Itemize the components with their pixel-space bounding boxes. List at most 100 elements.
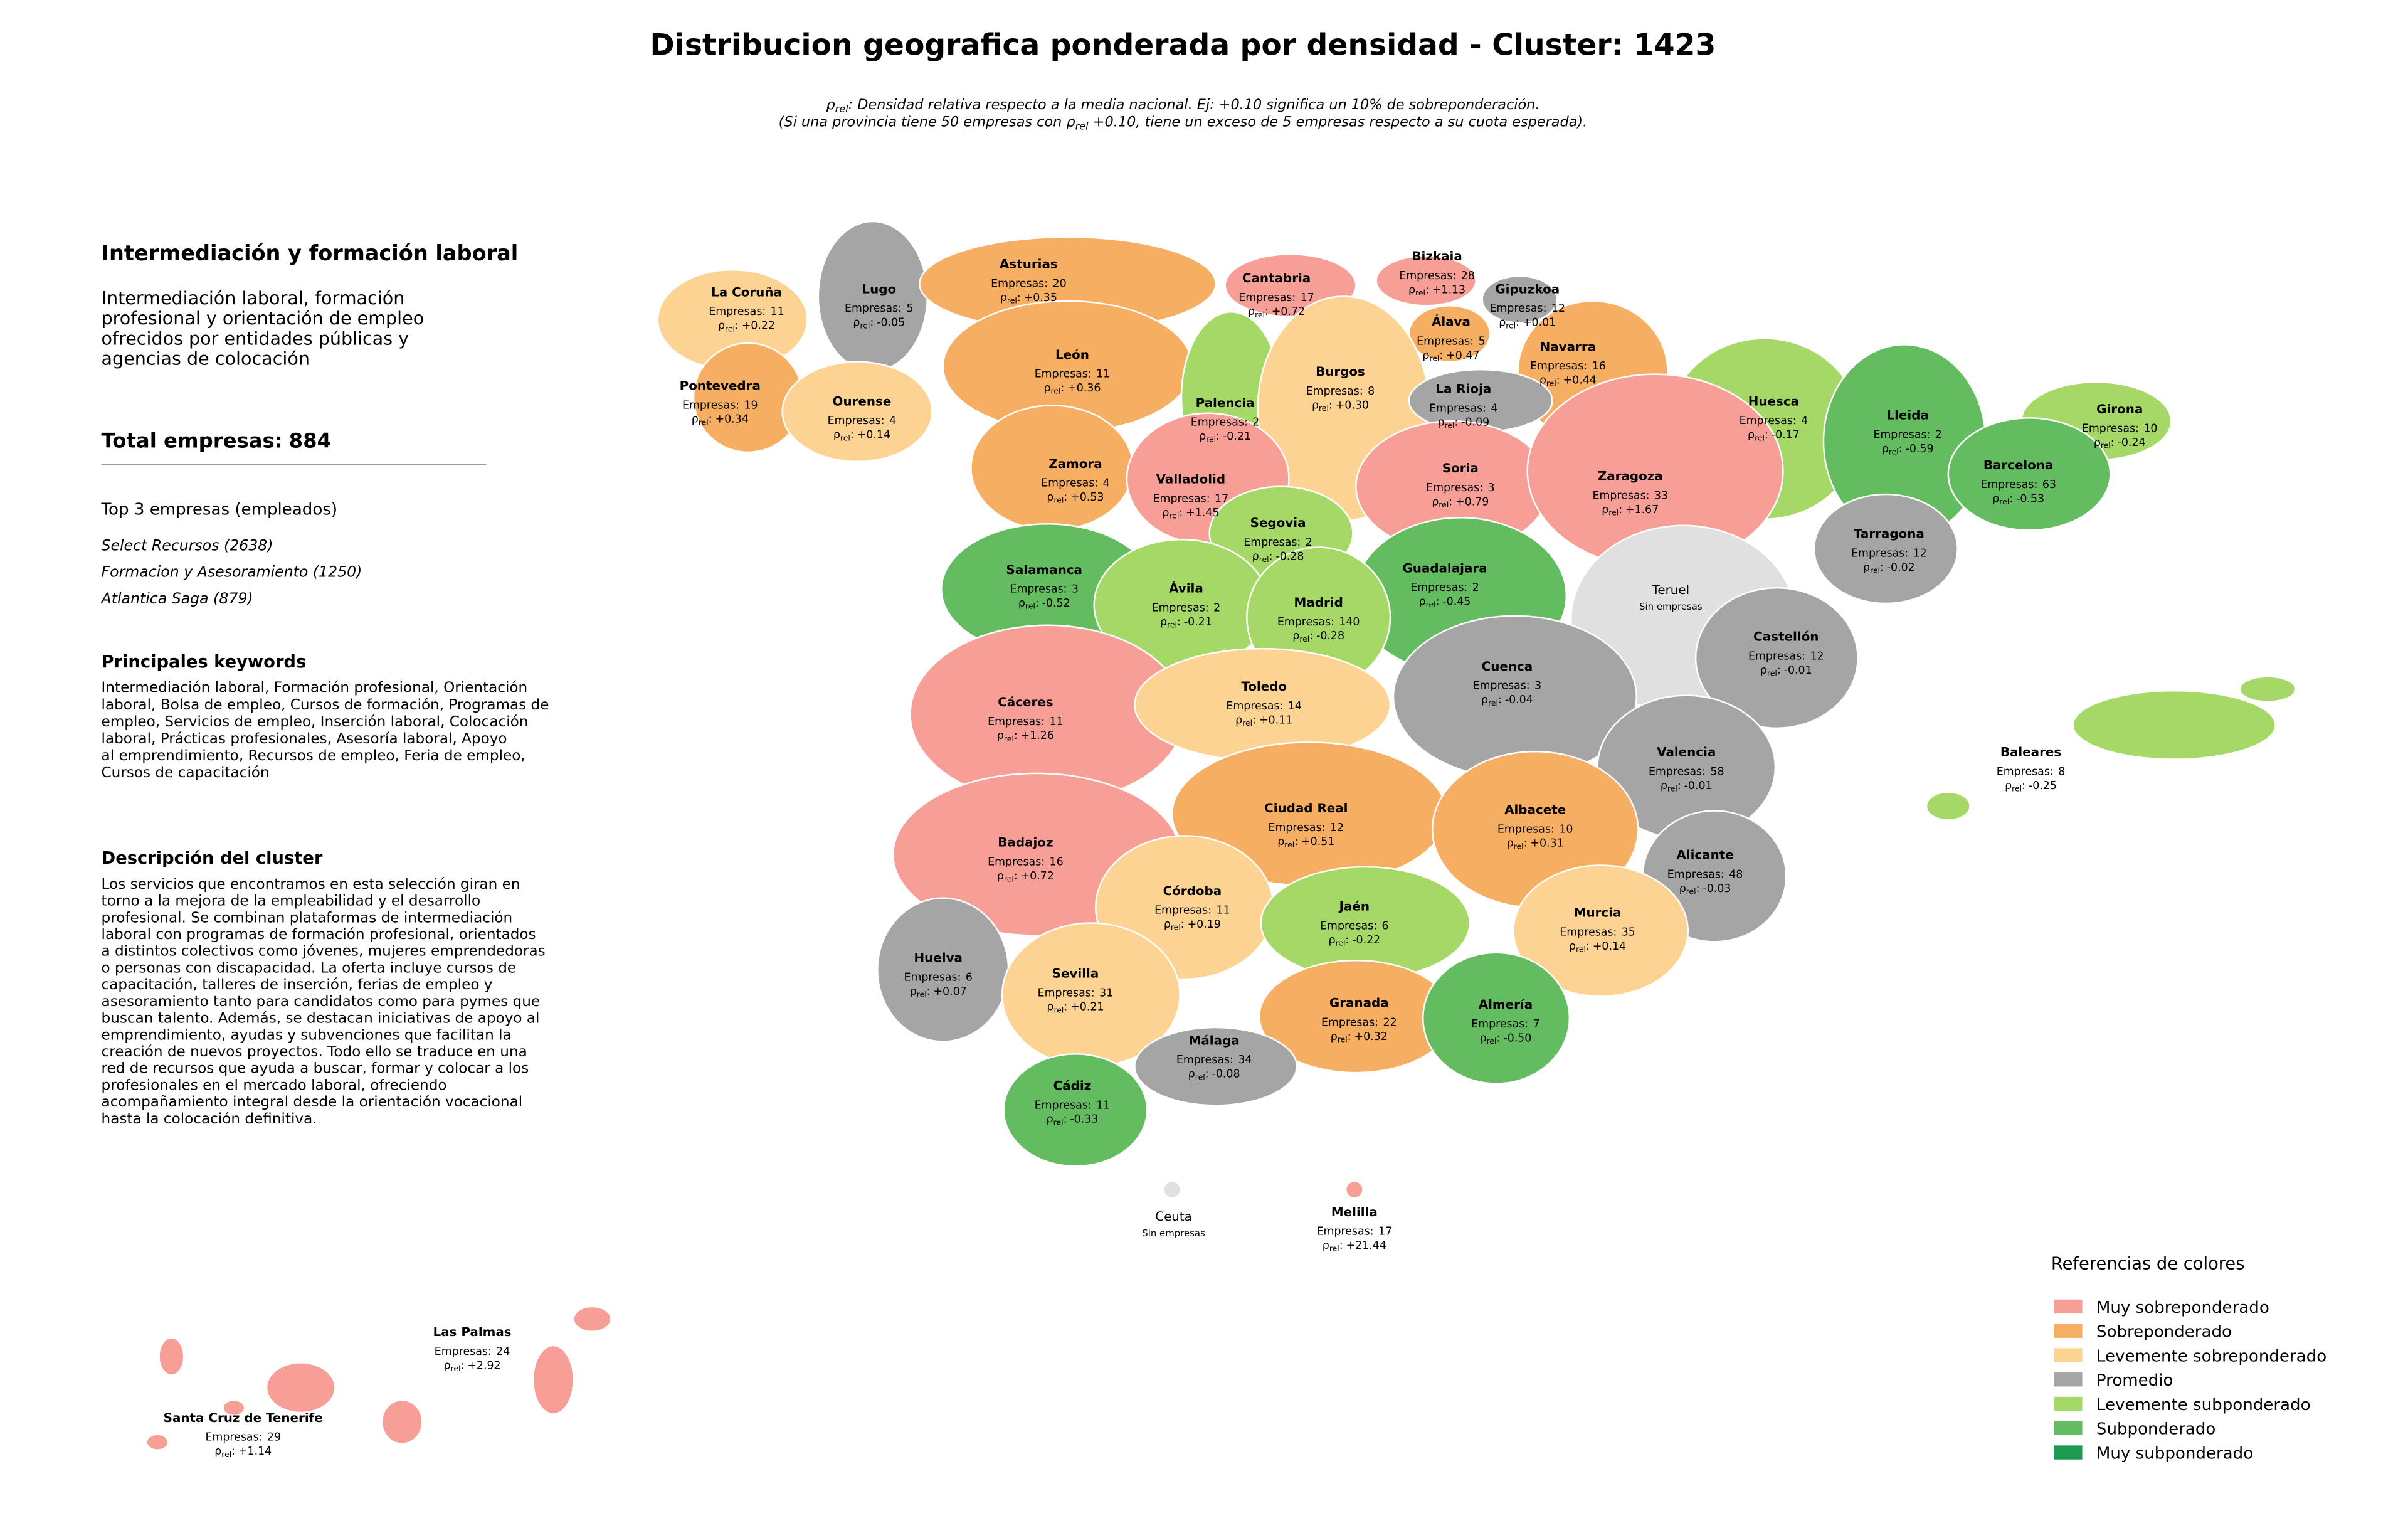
keywords-line: Cursos de capacitación bbox=[102, 765, 270, 781]
empresas-prefix: Empresas: bbox=[904, 971, 961, 984]
province-shape bbox=[1163, 1180, 1181, 1199]
rho-value: +0.72 bbox=[1272, 305, 1305, 318]
rho-symbol: ρ bbox=[1277, 836, 1284, 848]
empresas-label: Empresas: 11 bbox=[709, 305, 784, 318]
rho-symbol: ρ bbox=[1331, 1031, 1338, 1043]
rho-symbol: ρ bbox=[1437, 416, 1444, 429]
province-shape bbox=[1003, 1053, 1148, 1167]
cluster-summary: agencias de colocación bbox=[102, 348, 310, 369]
empresas-value: 12 bbox=[1551, 302, 1565, 315]
empresas-prefix: Empresas: bbox=[1873, 429, 1930, 442]
empresas-label: Empresas: 48 bbox=[1667, 868, 1743, 881]
rho-symbol: ρ bbox=[1539, 374, 1546, 387]
province-shape bbox=[1134, 1026, 1298, 1106]
empresas-value: 11 bbox=[1050, 716, 1064, 728]
rho-sep: : bbox=[1449, 496, 1452, 508]
rho-sub: rel bbox=[1767, 669, 1777, 678]
province-name: Almería bbox=[1479, 997, 1533, 1012]
rho-sep: : bbox=[1425, 284, 1429, 296]
rho-symbol: ρ bbox=[1047, 1001, 1054, 1014]
rho-sub: rel bbox=[1870, 566, 1880, 575]
rho-sub: rel bbox=[1336, 938, 1346, 948]
empresas-label: Empresas: 4 bbox=[1740, 415, 1809, 427]
rho-sub: rel bbox=[1439, 500, 1449, 509]
rho-label: ρrel: +0.19 bbox=[1164, 918, 1221, 932]
empresas-label: Empresas: 6 bbox=[904, 971, 973, 984]
legend: Referencias de colores Muy sobreponderado… bbox=[2051, 1254, 2326, 1463]
rho-symbol: ρ bbox=[833, 429, 840, 442]
empresas-value: 22 bbox=[1383, 1017, 1397, 1029]
rho-sep: : bbox=[1309, 630, 1313, 642]
rho-symbol: ρ bbox=[1018, 597, 1025, 610]
subtitle-part: rel bbox=[1075, 120, 1089, 132]
empresas-label: Empresas: 4 bbox=[1041, 477, 1110, 490]
empresas-label: Empresas: 24 bbox=[435, 1345, 510, 1358]
rho-sep: : bbox=[1205, 1068, 1209, 1081]
rho-value: -0.03 bbox=[1703, 883, 1731, 895]
empresas-label: Empresas: 11 bbox=[988, 716, 1064, 728]
cluster-summary: profesional y orientación de empleo bbox=[102, 307, 425, 329]
rho-sub: rel bbox=[1686, 887, 1696, 896]
empresas-prefix: Empresas: bbox=[1269, 822, 1326, 834]
province-name: Alicante bbox=[1676, 848, 1733, 862]
empresas-label: Empresas: 19 bbox=[682, 399, 758, 411]
rho-label: ρrel: +1.26 bbox=[997, 730, 1054, 743]
rho-sub: rel bbox=[1167, 620, 1177, 630]
province-shape bbox=[2072, 689, 2276, 760]
rho-label: ρrel: -0.52 bbox=[1018, 597, 1070, 611]
empresas-label: Empresas: 3 bbox=[1473, 680, 1542, 692]
legend-title: Referencias de colores bbox=[2051, 1254, 2245, 1273]
empresas-prefix: Empresas: bbox=[1851, 547, 1908, 560]
rho-symbol: ρ bbox=[1199, 430, 1206, 443]
rho-sep: : bbox=[1454, 416, 1458, 429]
empresas-value: 16 bbox=[1050, 856, 1064, 869]
cluster-summary: ofrecidos por entidades públicas y bbox=[102, 327, 409, 349]
rho-sep: : bbox=[1035, 597, 1039, 610]
rho-sub: rel bbox=[1206, 435, 1216, 444]
empresas-value: 7 bbox=[1533, 1018, 1540, 1031]
empresas-prefix: Empresas: bbox=[1153, 492, 1210, 505]
rho-label: ρrel: -0.45 bbox=[1419, 595, 1471, 609]
empresas-label: Empresas: 31 bbox=[1038, 987, 1114, 999]
province-name: Ourense bbox=[833, 394, 892, 408]
rho-value: -0.52 bbox=[1042, 597, 1070, 610]
rho-label: ρrel: -0.22 bbox=[1328, 934, 1380, 948]
rho-value: +0.51 bbox=[1301, 836, 1334, 848]
rho-label: ρrel: +0.47 bbox=[1422, 349, 1479, 363]
rho-value: +0.30 bbox=[1336, 399, 1369, 411]
rho-sub: rel bbox=[725, 324, 735, 333]
description-line: asesoramiento tanto para candidatos como… bbox=[102, 994, 541, 1010]
rho-symbol: ρ bbox=[1480, 1032, 1487, 1044]
rho-sub: rel bbox=[1004, 874, 1014, 884]
province-name: Bizkaia bbox=[1412, 249, 1462, 263]
rho-sub: rel bbox=[1415, 288, 1425, 297]
rho-sep: : bbox=[1497, 1032, 1501, 1044]
rho-sub: rel bbox=[1054, 1117, 1064, 1127]
province-name: Málaga bbox=[1189, 1033, 1240, 1048]
rho-sub: rel bbox=[1299, 634, 1309, 644]
province-name: La Rioja bbox=[1435, 381, 1491, 396]
empresas-label: Empresas: 12 bbox=[1269, 822, 1344, 834]
rho-symbol: ρ bbox=[692, 413, 699, 426]
rho-sep: : bbox=[1899, 443, 1903, 455]
rho-value: +0.34 bbox=[716, 413, 749, 426]
rho-sep: : bbox=[709, 413, 712, 426]
rho-value: +1.13 bbox=[1432, 284, 1465, 296]
province-name: Palencia bbox=[1196, 396, 1255, 410]
empresas-value: 29 bbox=[267, 1431, 281, 1444]
empresas-prefix: Empresas: bbox=[1238, 292, 1296, 304]
description-line: buscan talento. Además, se destacan inic… bbox=[102, 1011, 540, 1027]
empresas-value: 35 bbox=[1622, 926, 1635, 938]
empresas-value: 58 bbox=[1710, 765, 1724, 778]
rho-sub: rel bbox=[1755, 433, 1765, 442]
rho-symbol: ρ bbox=[1760, 664, 1767, 677]
rho-value: +0.01 bbox=[1523, 317, 1556, 329]
description-line: creación de nuevos proyectos. Todo ello … bbox=[102, 1044, 527, 1060]
rho-symbol: ρ bbox=[910, 985, 917, 998]
rho-value: -0.28 bbox=[1316, 630, 1344, 642]
rho-symbol: ρ bbox=[1328, 934, 1335, 947]
rho-symbol: ρ bbox=[1602, 504, 1608, 516]
empresas-value: 8 bbox=[2058, 765, 2065, 778]
rho-value: -0.05 bbox=[877, 317, 905, 329]
empresas-prefix: Empresas: bbox=[1191, 416, 1248, 429]
